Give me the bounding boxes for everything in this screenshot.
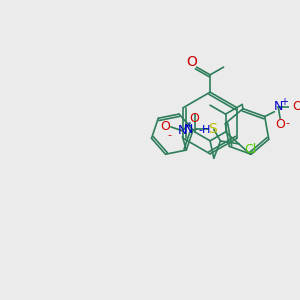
Text: -: - bbox=[167, 130, 171, 140]
Text: +: + bbox=[184, 121, 192, 131]
Text: N: N bbox=[184, 124, 194, 136]
Text: O: O bbox=[160, 120, 170, 134]
Text: N: N bbox=[178, 124, 187, 137]
Text: Cl: Cl bbox=[244, 143, 256, 156]
Text: O: O bbox=[186, 55, 197, 69]
Text: -: - bbox=[286, 118, 290, 128]
Text: -H: -H bbox=[199, 125, 211, 135]
Text: S: S bbox=[208, 122, 217, 136]
Text: O: O bbox=[189, 112, 199, 125]
Text: O: O bbox=[275, 118, 285, 131]
Text: N: N bbox=[274, 100, 283, 113]
Text: O: O bbox=[292, 100, 300, 113]
Text: +: + bbox=[280, 97, 288, 107]
